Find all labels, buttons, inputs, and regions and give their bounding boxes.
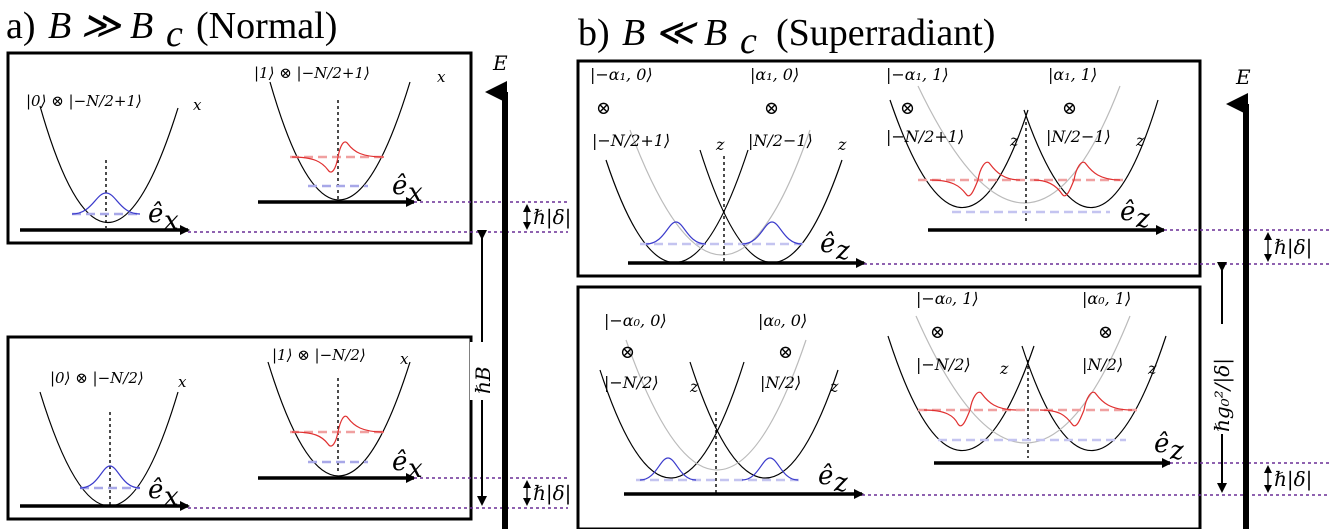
panel-a-label: a) [6, 5, 36, 47]
panel-a-lower-axis-sub-right: x [408, 454, 423, 484]
panel-b-energy-label: E [1235, 65, 1251, 89]
panel-b-upper-labels: |−α₁, 0⟩ ⊗ |−N/2+1⟩ z |α₁, 0⟩ ⊗ |N/2−1⟩ … [590, 65, 1145, 154]
panel-a-lower-right-state: |1⟩ ⊗ |−N/2⟩ [272, 346, 366, 364]
panel-a-upper-left-state: |0⟩ ⊗ |−N/2+1⟩ [26, 92, 142, 110]
panel-b-upper-state-top-2: |α₁, 0⟩ [750, 65, 799, 84]
panel-b-label: b) [578, 12, 610, 54]
panel-b-lower-otimes-3: ⊗ [930, 322, 945, 343]
panel-a-lower-right-well [267, 361, 411, 477]
panel-b-lower-labels: |−α₀, 0⟩ ⊗ |−N/2⟩ z |α₀, 0⟩ ⊗ |N/2⟩ z |−… [604, 289, 1157, 396]
panel-a-title: a) B ≫ B c (Normal) [6, 5, 337, 55]
panel-b-condition-sub: c [740, 20, 757, 62]
panel-b-lower-gap-label: ℏ|δ| [1274, 467, 1312, 492]
panel-b-guides [862, 229, 1330, 496]
panel-b-lower-axis-sub-left: z [833, 468, 848, 498]
panel-b-upper-state-top-3: |−α₁, 1⟩ [886, 65, 949, 84]
panel-a-lower-axis-label-left: ê [148, 475, 163, 505]
panel-a-guides [188, 201, 568, 509]
panel-b-upper-state-bottom-3: |−N/2+1⟩ [886, 127, 964, 146]
panel-a-mode: (Normal) [196, 5, 337, 47]
panel-a-lower-left-state-sub: x [178, 373, 187, 391]
panel-b-lower-otimes-4: ⊗ [1098, 322, 1113, 343]
panel-b-upper-axis-label-left: ê [820, 229, 835, 259]
panel-a-upper-axis-label-left: ê [148, 199, 163, 229]
panel-a-lower-gap-label: ℏ|δ| [533, 481, 571, 506]
panel-b-lower-state-top-1: |−α₀, 0⟩ [604, 311, 667, 330]
panel-b-upper-otimes-4: ⊗ [1062, 98, 1077, 119]
panel-a-field-label: ℏB [471, 366, 495, 394]
panel-a-lower-left-state: |0⟩ ⊗ |−N/2⟩ [50, 369, 144, 387]
panel-b-lower-left-wells [599, 339, 839, 494]
panel-b-upper-state-sub-1: z [715, 135, 725, 154]
panel-b-upper-axis-label-right: ê [1120, 197, 1135, 227]
panel-b-lower-otimes-1: ⊗ [620, 342, 635, 363]
panel-a-upper-box [6, 51, 473, 245]
panel-b-lower-state-top-2: |α₀, 0⟩ [758, 311, 807, 330]
panel-b-lower-state-bottom-1: |−N/2⟩ [604, 373, 659, 392]
panel-a-energy-label: E [492, 51, 508, 75]
panel-b-upper-state-top-4: |α₁, 1⟩ [1048, 65, 1097, 84]
panel-b-lower-state-bottom-3: |−N/2⟩ [916, 355, 971, 374]
panel-b-upper-gap-label: ℏ|δ| [1274, 235, 1312, 260]
panel-a-condition: B ≫ B [48, 5, 153, 47]
panel-a-upper-right-state-sub: x [437, 68, 446, 86]
panel-a-upper-left-state-sub: x [193, 96, 202, 114]
panel-b-upper-otimes-2: ⊗ [764, 98, 779, 119]
panel-b-lower-state-bottom-4: |N/2⟩ [1082, 355, 1123, 374]
panel-b-upper-otimes-3: ⊗ [900, 98, 915, 119]
panel-b-lower-right-wells [887, 315, 1167, 458]
panel-a-upper-right-state: |1⟩ ⊗ |−N/2+1⟩ [254, 64, 370, 82]
panel-b-title: b) B ≪ B c (Superradiant) [578, 12, 995, 62]
panel-b-upper-otimes-1: ⊗ [596, 98, 611, 119]
panel-b-lower-state-sub-2: z [829, 377, 839, 396]
panel-b-upper-state-top-1: |−α₁, 0⟩ [590, 65, 653, 84]
panel-a-upper-left-well [39, 105, 179, 228]
panel-b-lower-otimes-2: ⊗ [778, 342, 793, 363]
panel-a-lower-axis-label-right: ê [392, 447, 407, 477]
panel-b-upper-state-bottom-1: |−N/2+1⟩ [592, 131, 670, 150]
panel-b-lower-axis-label-left: ê [818, 461, 833, 491]
panel-b-upper-state-sub-3: z [1009, 131, 1019, 150]
panel-a-upper-gap-label: ℏ|δ| [533, 205, 571, 230]
panel-b-lower-state-sub-1: z [689, 377, 699, 396]
panel-b-lower-state-sub-3: z [999, 359, 1009, 378]
panel-a-upper-axis-sub-left: x [164, 206, 179, 236]
panel-b-lower-axis-sub-right: z [1169, 436, 1184, 466]
panel-a-upper-right-well [269, 81, 411, 201]
panel-b-upper-right-wells [889, 85, 1159, 222]
panel-b-lower-state-sub-4: z [1147, 359, 1157, 378]
panel-a-upper-axis-label-right: ê [392, 171, 407, 201]
panel-b-lower-axis-label-right: ê [1154, 429, 1169, 459]
panel-b-upper-state-sub-4: z [1135, 131, 1145, 150]
panel-b-lower-box [576, 285, 1202, 529]
panel-b-lower-state-top-4: |α₀, 1⟩ [1082, 289, 1131, 308]
panel-a-lower-axis-sub-left: x [164, 482, 179, 512]
panel-b-upper-axis-sub-left: z [835, 236, 850, 266]
panel-b-upper-box [576, 59, 1202, 278]
panel-a-upper-axis-sub-right: x [408, 178, 423, 208]
panel-b-upper-axis-sub-right: z [1135, 204, 1150, 234]
panel-a-lower-box [6, 335, 473, 521]
panel-b-lower-state-bottom-2: |N/2⟩ [760, 373, 801, 392]
panel-b-coupling-label: ℏg₀²/|δ| [1210, 358, 1235, 432]
panel-b-lower-state-top-3: |−α₀, 1⟩ [916, 289, 979, 308]
panel-b-mode: (Superradiant) [776, 12, 995, 54]
panel-b-upper-state-sub-2: z [837, 135, 847, 154]
panel-a-lower-right-state-sub: x [400, 350, 409, 368]
panel-b-upper-state-bottom-2: |N/2−1⟩ [748, 131, 813, 150]
panel-b-upper-state-bottom-4: |N/2−1⟩ [1046, 127, 1111, 146]
panel-b-condition: B ≪ B [622, 12, 727, 54]
panel-a-condition-sub: c [166, 13, 183, 55]
